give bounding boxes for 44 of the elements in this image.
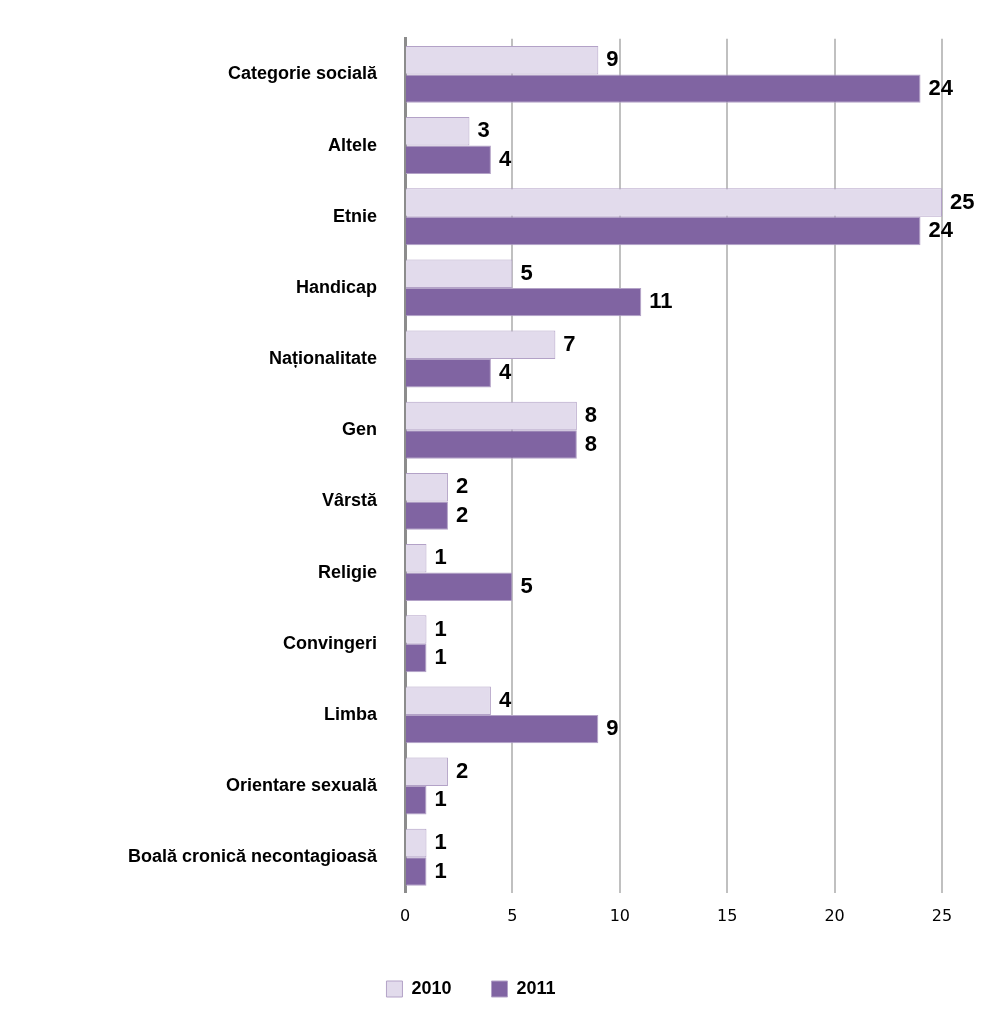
data-label: 2 <box>455 757 469 783</box>
y-tick-label: Categorie socială <box>227 63 378 84</box>
data-label: 5 <box>520 572 533 598</box>
data-label: 1 <box>434 544 447 570</box>
x-tick-label: 15 <box>717 905 738 925</box>
data-label: 2 <box>455 501 469 527</box>
data-label: 7 <box>563 330 576 356</box>
data-label: 4 <box>498 145 512 171</box>
y-tick-label: Handicap <box>295 276 377 297</box>
data-label: 1 <box>434 829 447 855</box>
y-tick-label: Altele <box>327 134 377 155</box>
data-label: 9 <box>606 46 619 72</box>
data-label: 24 <box>928 217 954 243</box>
data-label: 2 <box>455 473 469 499</box>
data-label: 8 <box>584 402 598 428</box>
data-label: 4 <box>498 359 512 385</box>
data-label: 25 <box>950 188 975 214</box>
x-tick-label: 0 <box>399 905 411 925</box>
legend-label: 2010 <box>411 977 452 998</box>
data-label: 5 <box>520 259 533 285</box>
data-label: 1 <box>434 644 447 670</box>
data-label: 1 <box>434 786 447 812</box>
y-tick-label: Naționalitate <box>268 348 377 369</box>
data-label: 4 <box>498 686 512 712</box>
y-tick-label: Limba <box>323 703 378 724</box>
data-label: 1 <box>434 615 447 641</box>
data-label: 8 <box>584 430 598 456</box>
y-tick-label: Convingeri <box>282 632 377 653</box>
data-label: 9 <box>606 715 619 741</box>
legend-label: 2011 <box>516 977 556 998</box>
data-label: 11 <box>649 288 673 314</box>
y-tick-label: Religie <box>317 561 377 582</box>
y-tick-label: Gen <box>341 419 377 440</box>
x-tick-label: 20 <box>824 905 845 925</box>
data-label: 24 <box>928 74 954 100</box>
x-tick-label: 25 <box>931 905 953 925</box>
x-tick-label: 5 <box>507 905 518 925</box>
data-label: 1 <box>434 857 447 883</box>
data-label: 3 <box>477 117 490 143</box>
y-tick-label: Vârstă <box>321 490 378 511</box>
y-tick-label: Orientare sexuală <box>225 775 378 796</box>
x-tick-label: 10 <box>609 905 630 925</box>
y-tick-label: Etnie <box>332 205 377 226</box>
y-tick-label: Boală cronică necontagioasă <box>127 846 378 867</box>
